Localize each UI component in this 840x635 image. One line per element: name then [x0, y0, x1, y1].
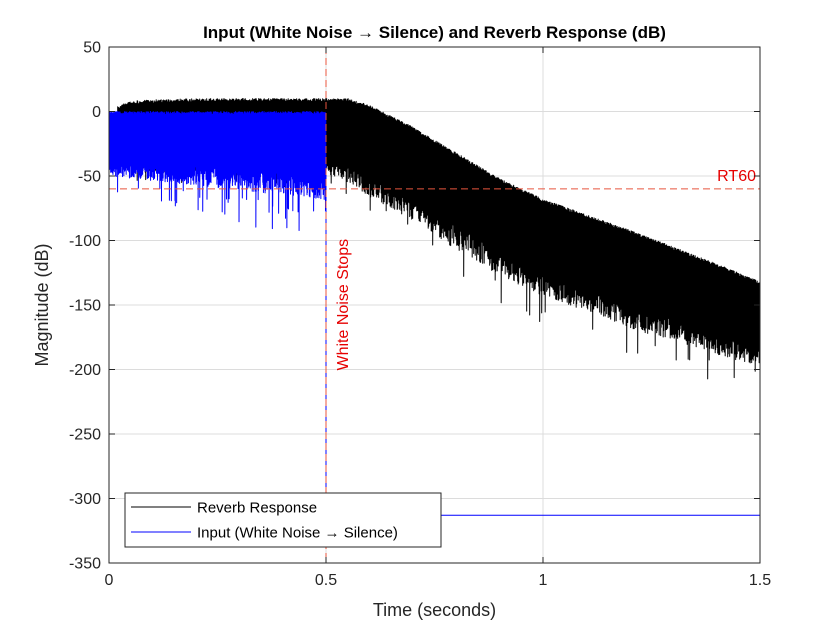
legend: Reverb Response Input (White Noise → Sil… [124, 492, 442, 548]
x-tick-label: 1 [539, 572, 548, 589]
x-tick-label: 0.5 [315, 572, 337, 589]
chart-title: Input (White Noise → Silence) and Reverb… [203, 23, 666, 42]
y-tick-label: -50 [78, 169, 101, 186]
y-tick-label: -200 [69, 362, 101, 379]
x-tick-label: 0 [105, 572, 114, 589]
annotation-hline-label: RT60 [717, 168, 756, 185]
annotation-layer: White Noise Stops RT60 [109, 47, 760, 563]
x-axis-label: Time (seconds) [373, 600, 496, 620]
y-tick-label: -150 [69, 298, 101, 315]
y-axis-label: Magnitude (dB) [32, 243, 52, 366]
legend-label-reverb: Reverb Response [197, 500, 317, 517]
grid [109, 47, 760, 563]
y-tick-label: -300 [69, 491, 101, 508]
annotation-vline-label: White Noise Stops [335, 239, 352, 371]
axis-ticks: 0 0.5 1 1.5 50 0 -50 -100 -150 -200 -250 -300 -350 [69, 40, 771, 590]
y-tick-label: -100 [69, 233, 101, 250]
y-tick-label: 50 [83, 40, 101, 57]
y-tick-label: -350 [69, 556, 101, 573]
legend-box [124, 492, 442, 548]
legend-label-input: Input (White Noise → Silence) [197, 525, 398, 542]
series-line-reverb [117, 98, 761, 380]
x-tick-label: 1.5 [749, 572, 771, 589]
y-tick-label: -250 [69, 427, 101, 444]
y-tick-label: 0 [92, 104, 101, 121]
series-line-input [108, 111, 327, 231]
